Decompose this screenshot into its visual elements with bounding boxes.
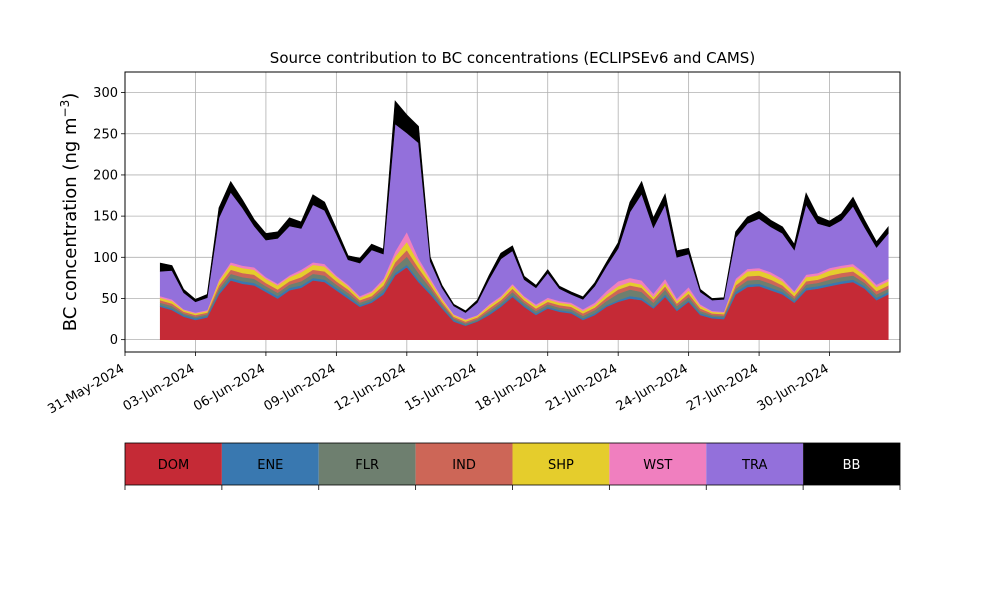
y-tick-label: 250 (93, 127, 118, 142)
chart-title: Source contribution to BC concentrations… (270, 49, 755, 67)
legend-swatch-shp (512, 443, 610, 485)
x-tick-label: 18-Jun-2024 (473, 361, 550, 414)
legend-label-ene: ENE (257, 458, 283, 473)
legend-swatch-ene (221, 443, 319, 485)
x-tick-label: 27-Jun-2024 (684, 361, 761, 414)
plot-frame (124, 71, 901, 353)
legend-label-tra: TRA (741, 458, 767, 473)
x-tick-label: 12-Jun-2024 (332, 361, 409, 414)
x-tick-label: 21-Jun-2024 (543, 361, 620, 414)
legend-colorbar: DOM ENE FLR IND SHP WST TRA BB (124, 442, 901, 490)
y-axis: 0 50 100 150 200 250 300 (93, 86, 125, 348)
x-tick-label: 30-Jun-2024 (755, 361, 832, 414)
legend-label-bb: BB (843, 458, 861, 473)
y-tick-label: 150 (93, 210, 118, 225)
legend-swatch-bb (803, 443, 900, 485)
stacked-areas (159, 100, 889, 340)
y-tick-label: 50 (101, 292, 118, 307)
y-tick-label: 300 (93, 86, 118, 101)
y-tick-label: 100 (93, 251, 118, 266)
legend-swatch-wst (609, 443, 707, 485)
legend-label-dom: DOM (158, 458, 189, 473)
x-tick-label: 24-Jun-2024 (614, 361, 691, 414)
legend-label-shp: SHP (548, 458, 574, 473)
x-tick-label: 15-Jun-2024 (402, 361, 479, 414)
x-tick-label: 09-Jun-2024 (262, 361, 339, 414)
y-tick-label: 0 (110, 333, 118, 348)
area-bb (159, 100, 889, 313)
x-tick-label: 03-Jun-2024 (121, 361, 198, 414)
legend-label-ind: IND (452, 458, 476, 473)
y-axis-label: BC concentration (ng m−3) (58, 93, 81, 332)
x-axis: 31-May-202403-Jun-202406-Jun-202409-Jun-… (45, 352, 832, 417)
legend-label-flr: FLR (355, 458, 379, 473)
legend-label-wst: WST (643, 458, 672, 473)
x-tick-label: 06-Jun-2024 (191, 361, 268, 414)
legend-swatch-ind (415, 443, 513, 485)
legend-swatch-dom (125, 443, 222, 485)
legend-swatch-flr (318, 443, 416, 485)
y-tick-label: 200 (93, 168, 118, 183)
legend-swatch-tra (706, 443, 804, 485)
x-tick-label: 31-May-2024 (45, 361, 127, 417)
